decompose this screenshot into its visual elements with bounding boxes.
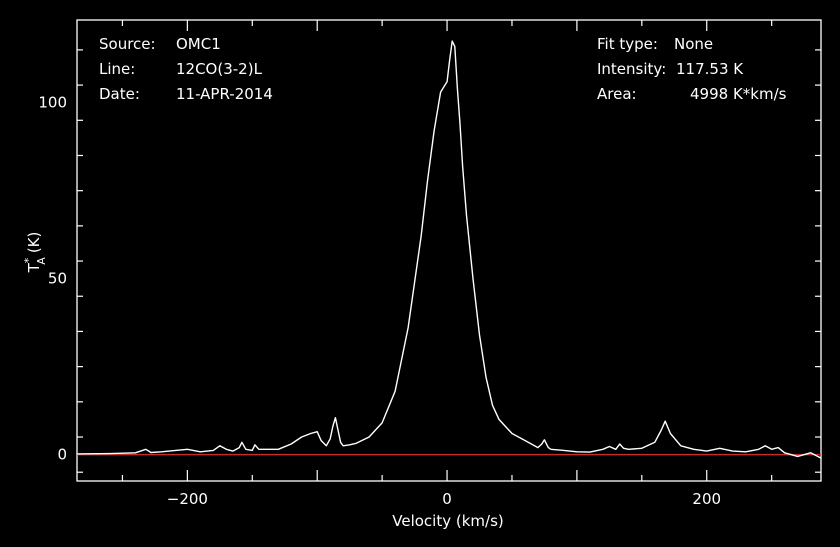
- intensity-label: Intensity:: [597, 60, 667, 78]
- line-value: 12CO(3-2)L: [176, 60, 262, 78]
- x-axis-ticks: −200 0 200: [121, 20, 773, 508]
- x-tick-label: −200: [167, 490, 208, 508]
- y-tick-label: 50: [48, 270, 67, 288]
- source-value: OMC1: [176, 35, 221, 53]
- y-tick-label: 0: [57, 446, 67, 464]
- fit-type-label: Fit type:: [597, 35, 658, 53]
- y-axis-ticks: 0 50 100: [38, 49, 821, 473]
- line-label: Line:: [99, 60, 136, 78]
- spectrum-line: [76, 40, 822, 459]
- y-tick-label: 100: [38, 94, 67, 112]
- source-label: Source:: [99, 35, 156, 53]
- intensity-value: 117.53 K: [676, 60, 744, 78]
- fit-type-value: None: [674, 35, 714, 53]
- x-axis-label: Velocity (km/s): [392, 512, 503, 530]
- date-label: Date:: [99, 85, 140, 103]
- area-value: 4998 K*km/s: [690, 85, 787, 103]
- plot-frame: [76, 19, 822, 482]
- x-tick-label: 0: [442, 490, 452, 508]
- area-label: Area:: [597, 85, 637, 103]
- x-tick-label: 200: [692, 490, 721, 508]
- date-value: 11-APR-2014: [176, 85, 273, 103]
